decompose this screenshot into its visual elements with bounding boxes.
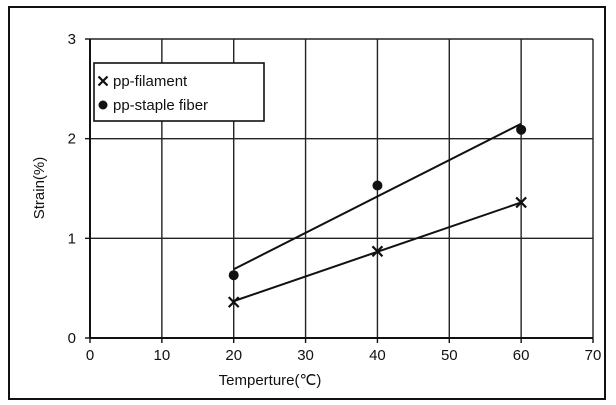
data-point-pp-staple-fiber — [372, 180, 383, 191]
x-tick-label: 40 — [369, 347, 386, 364]
data-point-pp-filament — [371, 245, 384, 258]
legend: pp-filament pp-staple fiber — [93, 62, 265, 122]
x-marker-stroke — [371, 245, 384, 258]
legend-marker-pp-staple-fiber — [98, 100, 108, 110]
x-marker-stroke — [515, 196, 527, 209]
data-point-pp-filament — [227, 296, 240, 308]
data-point-pp-filament — [515, 196, 527, 209]
legend-symbol-pp-filament — [97, 75, 109, 87]
x-tick-label: 20 — [225, 347, 242, 364]
axes-layer — [85, 38, 594, 343]
chart-frame: 0 10 20 30 40 50 60 70 0 1 2 3 Temperture(℃) Strain… — [8, 6, 606, 400]
y-tick-label: 2 — [68, 131, 76, 148]
data-point-pp-staple-fiber — [516, 124, 527, 135]
tick-label-layer: 0 10 20 30 40 50 60 70 0 1 2 3 — [68, 31, 602, 364]
x-tick-label: 70 — [585, 347, 602, 364]
x-axis-title: Temperture(℃) — [219, 372, 322, 389]
legend-symbol-pp-staple-fiber — [98, 100, 108, 110]
y-tick-label: 3 — [68, 31, 76, 48]
y-axis-title: Strain(%) — [31, 157, 48, 220]
y-tick-label: 1 — [68, 230, 76, 247]
x-marker-stroke — [97, 75, 109, 87]
x-tick-label: 30 — [297, 347, 314, 364]
legend-label-pp-filament: pp-filament — [113, 73, 188, 90]
x-tick-label: 50 — [441, 347, 458, 364]
x-tick-label: 10 — [154, 347, 171, 364]
legend-box — [93, 62, 265, 122]
x-marker-stroke — [227, 296, 240, 308]
legend-label-pp-staple-fiber: pp-staple fiber — [113, 97, 208, 114]
trendline-pp-staple-fiber — [233, 122, 522, 271]
grid-layer — [90, 38, 594, 338]
x-tick-label: 60 — [513, 347, 530, 364]
legend-marker-pp-filament — [97, 75, 109, 87]
marker-layer — [227, 124, 527, 308]
data-point-pp-staple-fiber — [228, 270, 239, 281]
x-tick-label: 0 — [86, 347, 94, 364]
chart-svg: 0 10 20 30 40 50 60 70 0 1 2 3 Temperture(℃) Strain… — [31, 31, 602, 389]
y-tick-label: 0 — [68, 330, 76, 347]
